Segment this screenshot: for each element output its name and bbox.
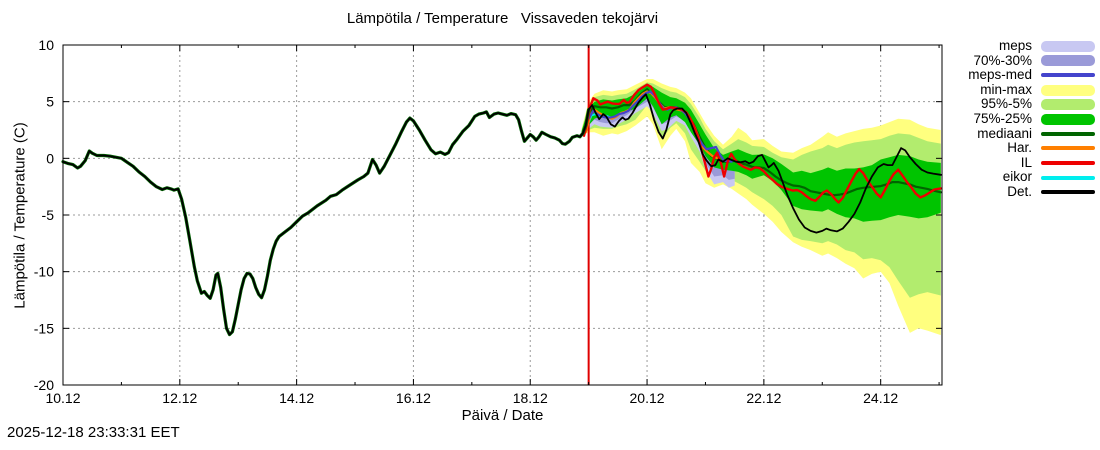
y-tick-label: -10 [34, 264, 54, 280]
x-tick-label: 14.12 [279, 390, 314, 406]
legend-item-meps: meps [968, 38, 1095, 54]
legend-item-det-: Det. [968, 183, 1095, 200]
y-tick-label: 5 [46, 94, 54, 110]
line-mediaani [587, 88, 942, 197]
legend-label: eikor [1002, 169, 1032, 185]
legend-item-75-25-: 75%-25% [968, 110, 1095, 127]
legend-swatch-line [1041, 131, 1095, 136]
legend-swatch-line [1041, 175, 1095, 180]
legend-item-min-max: min-max [968, 81, 1095, 98]
legend-item-95-5-: 95%-5% [968, 97, 1095, 112]
legend-swatch-line [1041, 190, 1095, 195]
legend: meps 70%-30% meps-med min-max 95%-5% 75%-25% m… [968, 38, 1095, 200]
legend-label: Har. [1007, 140, 1032, 156]
legend-swatch-band [1041, 99, 1095, 111]
legend-label: min-max [980, 81, 1032, 97]
legend-label: 70%-30% [973, 52, 1032, 68]
x-tick-label: 12.12 [162, 390, 197, 406]
legend-item-70-30-: 70%-30% [968, 52, 1095, 69]
legend-item-eikor: eikor [968, 170, 1095, 185]
chart-title: Lämpötila / Temperature Vissaveden tekoj… [346, 10, 659, 27]
y-tick-label: -15 [34, 320, 54, 336]
x-tick-label: 16.12 [396, 390, 431, 406]
legend-label: meps [998, 38, 1032, 53]
line-il [582, 83, 942, 204]
legend-item-meps-med: meps-med [968, 68, 1095, 83]
band-minmax [581, 79, 941, 336]
y-tick-label: -20 [34, 377, 54, 393]
legend-swatch-line [1041, 161, 1095, 166]
line-mediaani-history [61, 108, 591, 337]
axes [62, 44, 943, 386]
band-p70_30 [588, 92, 735, 180]
legend-swatch-line [1041, 73, 1095, 78]
timestamp: 2025-12-18 23:33:31 EET [7, 424, 180, 441]
legend-swatch-band [1041, 40, 1095, 52]
y-tick-label: -5 [42, 207, 55, 223]
x-tick-label: 18.12 [513, 390, 548, 406]
legend-item-il: IL [968, 154, 1095, 171]
legend-label: Det. [1007, 183, 1032, 199]
x-tick-label: 10.12 [45, 390, 80, 406]
legend-label: 95%-5% [980, 96, 1032, 112]
series-lines [61, 83, 942, 337]
line-det [62, 93, 942, 336]
legend-swatch-band [1041, 55, 1095, 67]
y-tick-label: 10 [38, 37, 54, 53]
legend-label: mediaani [977, 125, 1032, 141]
legend-label: meps-med [968, 67, 1032, 83]
legend-swatch-band [1041, 84, 1095, 96]
x-tick-label: 22.12 [746, 390, 781, 406]
legend-item-mediaani: mediaani [968, 125, 1095, 142]
band-p75_25 [581, 85, 941, 222]
legend-label: 75%-25% [973, 110, 1032, 126]
x-axis-title: Päivä / Date [461, 407, 544, 424]
tick-labels: 10.12 12.12 14.12 16.12 18.12 20.12 22.12 24.12… [34, 37, 899, 406]
band-p95_5 [581, 82, 941, 298]
x-tick-label: 24.12 [863, 390, 898, 406]
forecast-bands [581, 79, 941, 336]
y-tick-label: 0 [46, 150, 54, 166]
legend-label: IL [1020, 154, 1032, 170]
legend-swatch-band [1041, 113, 1095, 125]
x-tick-label: 20.12 [630, 390, 665, 406]
legend-item-har-: Har. [968, 141, 1095, 156]
legend-swatch-line [1041, 146, 1095, 151]
